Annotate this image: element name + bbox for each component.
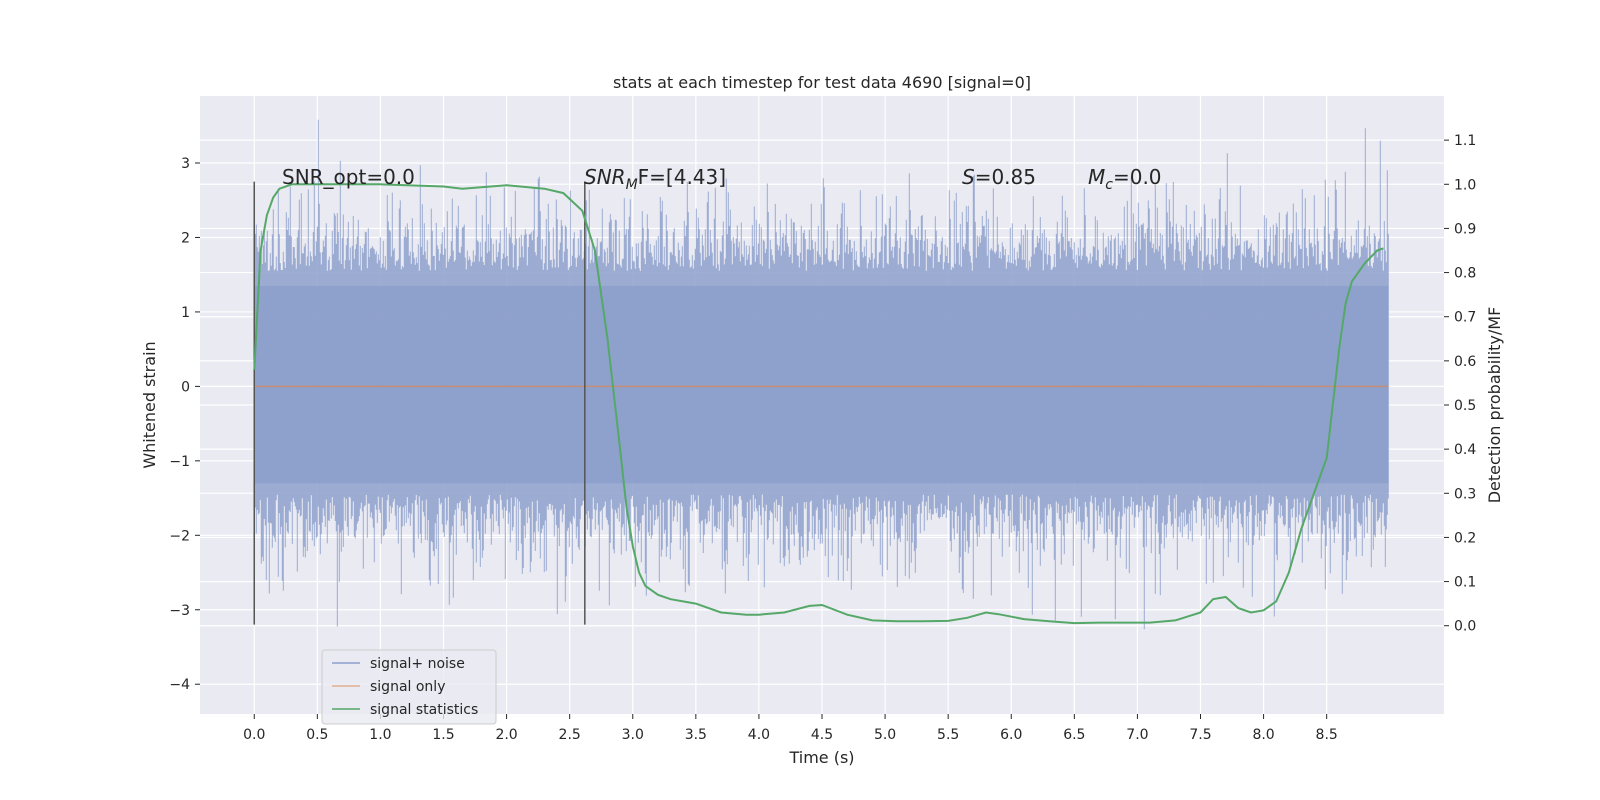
y2-tick-label: 0.2 bbox=[1454, 530, 1476, 546]
x-tick-label: 1.0 bbox=[369, 727, 391, 743]
annotation-mc: Mc=0.0 bbox=[1088, 165, 1162, 193]
x-tick-label: 7.0 bbox=[1126, 727, 1148, 743]
marker-lines bbox=[253, 181, 586, 625]
y2-tick-label: 0.0 bbox=[1454, 619, 1476, 635]
y-tick-label: −1 bbox=[169, 454, 190, 470]
noise-dense-band bbox=[254, 285, 1389, 484]
y2-tick-label: 0.8 bbox=[1454, 266, 1476, 282]
legend-label-noise: signal+ noise bbox=[370, 656, 465, 672]
y-tick-label: −3 bbox=[169, 603, 190, 619]
statistics-line bbox=[253, 183, 1384, 625]
x-tick-label: 2.5 bbox=[559, 727, 581, 743]
y2-tick-label: 0.4 bbox=[1454, 442, 1476, 458]
y-axis-ticks: −4 −3 −2 −1 0 1 2 3 bbox=[169, 156, 200, 693]
y-tick-label: 1 bbox=[181, 305, 190, 321]
legend: signal+ noise signal only signal statist… bbox=[321, 649, 497, 725]
x-tick-label: 8.5 bbox=[1316, 727, 1338, 743]
y2-tick-label: 1.1 bbox=[1454, 133, 1476, 149]
x-tick-label: 3.0 bbox=[622, 727, 644, 743]
legend-box bbox=[321, 649, 497, 725]
y2-axis-ticks: 0.0 0.1 0.2 0.3 0.4 0.5 0.6 0.7 0.8 0.9 1.0 1.1 bbox=[1444, 133, 1476, 635]
y-axis-label: Whitened strain bbox=[140, 341, 159, 468]
x-tick-label: 0.5 bbox=[306, 727, 328, 743]
y2-tick-label: 0.3 bbox=[1454, 486, 1476, 502]
y-tick-label: −4 bbox=[169, 677, 190, 693]
x-tick-label: 7.5 bbox=[1189, 727, 1211, 743]
signal-statistics-series bbox=[253, 183, 1384, 625]
y2-tick-label: 0.6 bbox=[1454, 354, 1476, 370]
annotation-s: S=0.85 bbox=[962, 165, 1036, 189]
legend-label-signal-only: signal only bbox=[370, 679, 445, 695]
y2-tick-label: 0.7 bbox=[1454, 310, 1476, 326]
chart-title: stats at each timestep for test data 469… bbox=[613, 73, 1031, 92]
x-tick-label: 5.5 bbox=[937, 727, 959, 743]
x-tick-label: 4.0 bbox=[748, 727, 770, 743]
x-axis-ticks: 0.0 0.5 1.0 1.5 2.0 2.5 3.0 3.5 4.0 4.5 5.0 5.5 6.0 6… bbox=[243, 714, 1338, 743]
y-tick-label: 3 bbox=[181, 156, 190, 172]
annotation-snr-opt: SNR_opt=0.0 bbox=[282, 165, 415, 189]
y2-tick-label: 0.5 bbox=[1454, 398, 1476, 414]
x-tick-label: 0.0 bbox=[243, 727, 265, 743]
x-tick-label: 3.5 bbox=[685, 727, 707, 743]
annotation-snr-mf: SNRMF=[4.43] bbox=[584, 165, 726, 193]
y-tick-label: 0 bbox=[181, 379, 190, 395]
x-tick-label: 8.0 bbox=[1252, 727, 1274, 743]
y2-tick-label: 0.9 bbox=[1454, 221, 1476, 237]
y-tick-label: −2 bbox=[169, 528, 190, 544]
x-tick-label: 1.5 bbox=[432, 727, 454, 743]
x-tick-label: 6.0 bbox=[1000, 727, 1022, 743]
x-axis-label: Time (s) bbox=[788, 748, 854, 767]
legend-label-statistics: signal statistics bbox=[370, 702, 478, 718]
x-tick-label: 5.0 bbox=[874, 727, 896, 743]
y2-tick-label: 0.1 bbox=[1454, 575, 1476, 591]
x-tick-label: 4.5 bbox=[811, 727, 833, 743]
y-tick-label: 2 bbox=[181, 230, 190, 246]
signal-noise-series bbox=[253, 119, 1389, 630]
x-tick-label: 2.0 bbox=[495, 727, 517, 743]
x-tick-label: 6.5 bbox=[1063, 727, 1085, 743]
y2-tick-label: 1.0 bbox=[1454, 177, 1476, 193]
y2-axis-label: Detection probability/MF bbox=[1485, 307, 1504, 504]
